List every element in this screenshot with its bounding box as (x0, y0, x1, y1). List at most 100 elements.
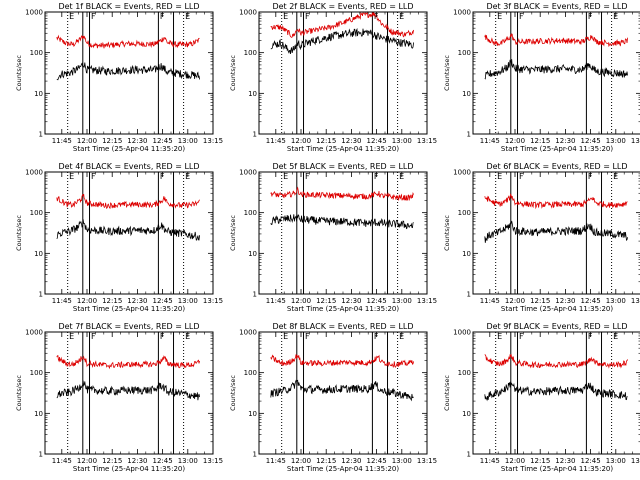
x-tick-label: 12:00 (77, 297, 97, 305)
x-tick-label: 12:00 (505, 297, 525, 305)
x-axis-label: Start Time (25-Apr-04 11:35:20) (501, 305, 613, 313)
x-tick-label: 12:45 (367, 457, 387, 465)
x-axis-label: Start Time (25-Apr-04 11:35:20) (501, 145, 613, 153)
panel-title: Det 2f BLACK = Events, RED = LLD (272, 2, 413, 11)
x-tick-label: 12:45 (367, 137, 387, 145)
y-tick-label: 1 (39, 451, 43, 459)
time-marker-label: E (283, 172, 288, 181)
x-tick-label: 12:00 (77, 457, 97, 465)
x-tick-label: 12:30 (127, 297, 147, 305)
chart-panel-2: Det 2f BLACK = Events, RED = LLDEFFE1101… (229, 2, 437, 153)
x-tick-label: 12:45 (153, 297, 173, 305)
x-tick-label: 12:15 (102, 297, 122, 305)
time-marker-label: E (497, 172, 502, 181)
x-tick-label: 12:15 (530, 137, 550, 145)
lld-line (484, 193, 628, 210)
time-marker-label: E (69, 12, 74, 21)
y-tick-label: 1000 (25, 9, 43, 17)
x-tick-label: 12:45 (367, 297, 387, 305)
x-tick-label: 13:15 (417, 457, 437, 465)
time-marker-label: F (305, 172, 310, 181)
x-tick-label: 12:00 (505, 137, 525, 145)
x-axis-label: Start Time (25-Apr-04 11:35:20) (287, 305, 399, 313)
panel-title: Det 7f BLACK = Events, RED = LLD (58, 322, 199, 331)
y-tick-label: 10 (34, 410, 43, 418)
events-line (270, 213, 414, 230)
y-tick-label: 1 (467, 131, 471, 139)
x-tick-label: 11:45 (52, 297, 72, 305)
y-axis-label: Counts/sec (229, 375, 237, 411)
chart-panel-8: Det 8f BLACK = Events, RED = LLDEFFE1101… (229, 322, 437, 473)
x-axis-label: Start Time (25-Apr-04 11:35:20) (287, 465, 399, 473)
x-tick-label: 13:00 (392, 297, 412, 305)
events-line (56, 380, 200, 401)
y-tick-label: 100 (30, 49, 43, 57)
x-tick-label: 12:15 (316, 137, 336, 145)
y-tick-label: 10 (462, 250, 471, 258)
lld-line (56, 193, 200, 210)
time-marker-label: F (519, 12, 524, 21)
y-tick-label: 1 (253, 451, 257, 459)
lld-line (270, 11, 414, 38)
y-tick-label: 10 (462, 410, 471, 418)
x-tick-label: 13:00 (178, 457, 198, 465)
x-tick-label: 13:15 (631, 297, 640, 305)
x-tick-label: 13:00 (178, 137, 198, 145)
panel-title: Det 6f BLACK = Events, RED = LLD (486, 162, 627, 171)
y-tick-label: 1000 (453, 9, 471, 17)
time-marker-label: E (69, 172, 74, 181)
x-tick-label: 12:00 (291, 137, 311, 145)
y-tick-label: 1000 (239, 329, 257, 337)
plot-frame (258, 331, 428, 455)
y-tick-label: 100 (244, 49, 257, 57)
y-tick-label: 100 (458, 209, 471, 217)
x-tick-label: 12:30 (127, 457, 147, 465)
y-tick-label: 1 (253, 131, 257, 139)
x-tick-label: 12:00 (505, 457, 525, 465)
x-tick-label: 13:00 (606, 457, 626, 465)
events-line (484, 381, 628, 402)
y-tick-label: 1000 (239, 169, 257, 177)
panel-title: Det 9f BLACK = Events, RED = LLD (486, 322, 627, 331)
x-tick-label: 11:45 (480, 137, 500, 145)
x-tick-label: 12:30 (341, 297, 361, 305)
y-tick-label: 1000 (453, 169, 471, 177)
panel-title: Det 4f BLACK = Events, RED = LLD (58, 162, 199, 171)
y-tick-label: 100 (30, 369, 43, 377)
y-tick-label: 1 (467, 451, 471, 459)
y-tick-label: 100 (458, 369, 471, 377)
x-tick-label: 13:15 (203, 297, 223, 305)
time-marker-label: E (283, 12, 288, 21)
y-tick-label: 10 (248, 90, 257, 98)
y-tick-label: 100 (244, 369, 257, 377)
y-tick-label: 100 (458, 49, 471, 57)
y-tick-label: 10 (34, 250, 43, 258)
x-axis-label: Start Time (25-Apr-04 11:35:20) (73, 465, 185, 473)
x-tick-label: 13:15 (203, 457, 223, 465)
lld-line (270, 354, 414, 369)
chart-panel-7: Det 7f BLACK = Events, RED = LLDEFFE1101… (15, 322, 223, 473)
y-tick-label: 1000 (25, 329, 43, 337)
x-tick-label: 13:15 (203, 137, 223, 145)
x-tick-label: 12:00 (77, 137, 97, 145)
time-marker-label: E (69, 332, 74, 341)
x-tick-label: 12:30 (127, 137, 147, 145)
time-marker-label: F (91, 332, 96, 341)
y-axis-label: Counts/sec (443, 215, 451, 251)
time-marker-label: E (497, 12, 502, 21)
x-tick-label: 11:45 (266, 137, 286, 145)
chart-panel-9: Det 9f BLACK = Events, RED = LLDEFFE1101… (443, 322, 640, 473)
time-marker-label: E (283, 332, 288, 341)
y-axis-label: Counts/sec (15, 375, 23, 411)
x-tick-label: 12:30 (555, 457, 575, 465)
x-tick-label: 12:00 (291, 457, 311, 465)
time-marker-label: F (91, 172, 96, 181)
events-line (270, 379, 414, 402)
x-tick-label: 12:45 (581, 137, 601, 145)
y-tick-label: 1 (39, 131, 43, 139)
x-tick-label: 12:30 (341, 457, 361, 465)
y-tick-label: 10 (248, 250, 257, 258)
events-line (270, 27, 414, 55)
x-tick-label: 12:45 (153, 457, 173, 465)
